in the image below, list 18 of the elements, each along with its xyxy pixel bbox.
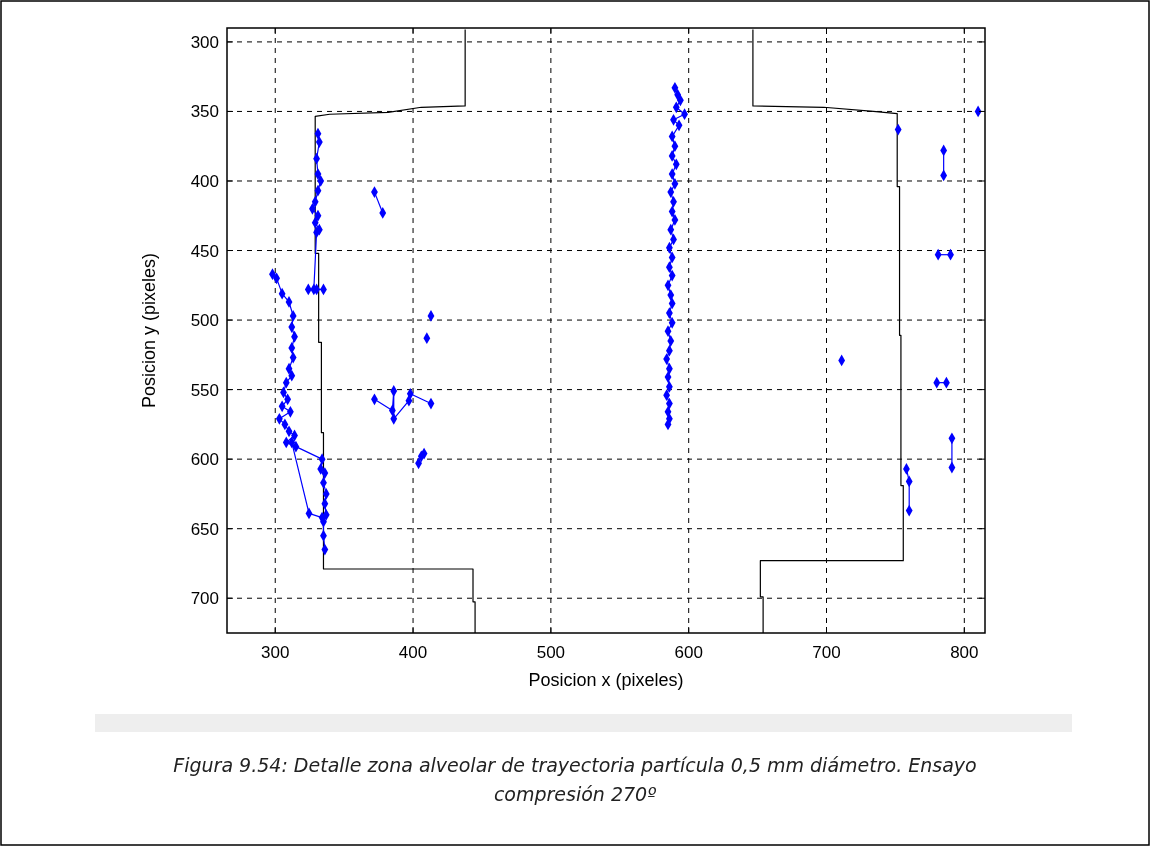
x-tick-label: 600 xyxy=(674,643,703,662)
x-tick-label: 300 xyxy=(261,643,290,662)
y-tick-label: 450 xyxy=(190,241,219,261)
y-tick-label: 550 xyxy=(190,380,219,400)
x-tick-label: 700 xyxy=(812,643,841,662)
y-tick-label: 500 xyxy=(190,311,219,331)
y-tick-label: 700 xyxy=(190,589,219,609)
x-tick-label: 400 xyxy=(398,643,428,662)
x-tick-label: 800 xyxy=(950,643,979,662)
y-tick-label: 400 xyxy=(190,171,219,191)
x-axis-title: Posicion x (pixeles) xyxy=(528,670,684,690)
y-tick-label: 650 xyxy=(190,519,219,539)
text: Figura 9.54: Detalle zona alveolar de trayectoria partícula 0,5 mm diámetro. Ensayo compresión 270º xyxy=(173,754,977,805)
x-tick-label: 500 xyxy=(536,643,566,662)
y-axis-title: Posicion y (pixeles) xyxy=(139,252,159,409)
y-tick-label: 350 xyxy=(190,102,219,122)
y-tick-label: 300 xyxy=(190,32,219,52)
y-tick-label: 600 xyxy=(190,450,219,470)
